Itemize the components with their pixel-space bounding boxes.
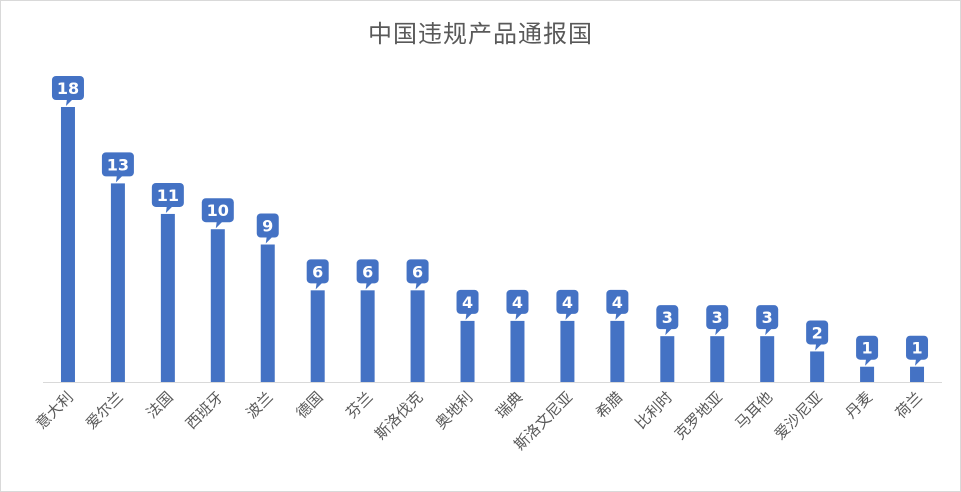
data-label-text: 1: [862, 339, 873, 358]
x-tick-label-4: 波兰: [243, 388, 277, 422]
bar-8: [460, 320, 475, 382]
data-label-10: 4: [556, 289, 579, 320]
bar-11: [610, 320, 625, 382]
data-label-text: 3: [762, 308, 773, 327]
data-label-7: 6: [406, 259, 429, 290]
data-label-13: 3: [706, 305, 729, 336]
bar-5: [310, 290, 325, 382]
data-label-text: 6: [362, 262, 373, 281]
x-tick-label-17: 荷兰: [892, 388, 926, 422]
data-label-text: 18: [57, 79, 79, 98]
data-label-text: 9: [262, 217, 273, 236]
x-tick-label-5: 德国: [293, 388, 327, 422]
data-label-text: 13: [107, 155, 129, 174]
data-label-4: 9: [256, 213, 279, 244]
x-tick-label-13: 克罗地亚: [671, 388, 726, 443]
bar-9: [510, 320, 525, 382]
data-label-15: 2: [806, 320, 829, 351]
bar-16: [860, 366, 875, 382]
data-label-text: 4: [462, 293, 473, 312]
data-label-text: 10: [207, 201, 229, 220]
data-label-12: 3: [656, 305, 679, 336]
bar-0: [60, 107, 75, 382]
data-label-16: 1: [856, 335, 879, 366]
x-tick-label-16: 丹麦: [842, 388, 876, 422]
data-label-8: 4: [456, 289, 479, 320]
chart-title: 中国违规产品通报国: [368, 20, 593, 48]
bar-1: [110, 183, 125, 382]
data-label-text: 11: [157, 186, 179, 205]
data-label-text: 1: [911, 339, 922, 358]
bar-12: [660, 336, 675, 382]
data-label-9: 4: [506, 289, 529, 320]
data-label-text: 6: [412, 262, 423, 281]
x-tick-label-11: 希腊: [592, 388, 626, 422]
bar-17: [910, 366, 925, 382]
x-tick-label-6: 芬兰: [343, 388, 377, 422]
x-tick-label-2: 法国: [143, 388, 177, 422]
bar-7: [410, 290, 425, 382]
data-label-text: 2: [812, 323, 823, 342]
bar-13: [710, 336, 725, 382]
x-tick-label-9: 瑞典: [492, 388, 526, 422]
data-label-5: 6: [306, 259, 329, 290]
bar-15: [810, 351, 825, 382]
x-tick-label-7: 斯洛伐克: [371, 388, 426, 443]
x-tick-label-1: 爱尔兰: [82, 388, 127, 433]
data-label-3: 10: [201, 198, 234, 229]
bar-6: [360, 290, 375, 382]
bar-2: [160, 213, 175, 382]
data-label-text: 6: [312, 262, 323, 281]
x-tick-label-3: 西班牙: [182, 388, 227, 433]
data-label-6: 6: [356, 259, 379, 290]
bar-14: [760, 336, 775, 382]
data-label-text: 4: [512, 293, 523, 312]
data-label-11: 4: [606, 289, 629, 320]
x-tick-label-14: 马耳他: [731, 388, 776, 433]
data-label-2: 11: [151, 182, 184, 213]
x-tick-label-15: 爱沙尼亚: [771, 388, 826, 443]
data-label-text: 3: [662, 308, 673, 327]
data-label-0: 18: [51, 76, 84, 106]
data-label-17: 1: [906, 335, 929, 366]
x-tick-label-0: 意大利: [32, 388, 77, 433]
bar-4: [260, 244, 275, 382]
data-label-14: 3: [756, 305, 779, 336]
data-label-text: 3: [712, 308, 723, 327]
x-tick-label-12: 比利时: [632, 388, 677, 433]
data-label-text: 4: [612, 293, 623, 312]
data-label-1: 13: [101, 152, 134, 183]
bar-3: [210, 229, 225, 382]
bar-10: [560, 320, 575, 382]
x-tick-label-8: 奥地利: [432, 388, 477, 433]
data-label-text: 4: [562, 293, 573, 312]
